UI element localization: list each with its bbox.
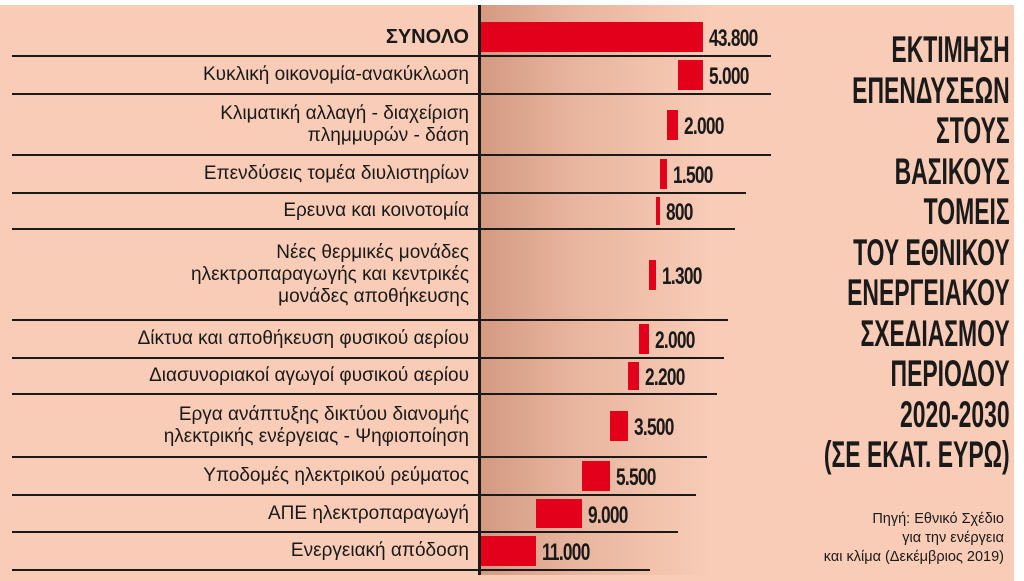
title-line: 2020-2030 (900, 393, 1010, 435)
category-label: Ερευνα και κοινοτομία (283, 200, 469, 221)
bar (480, 536, 536, 566)
source-line: Πηγή: Εθνικό Σχέδιο (872, 511, 1004, 527)
title-line: ΠΕΡΙΟΔΟΥ (890, 353, 1010, 394)
row-separator (12, 55, 771, 57)
category-label: Επενδύσεις τομέα διυλιστηρίων (203, 163, 469, 184)
title-line: ΕΚΤΙΜΗΣΗ (891, 29, 1010, 70)
bar (649, 259, 656, 290)
title-line: ΒΑΣΙΚΟΥΣ (894, 150, 1010, 192)
category-label: Υποδομές ηλεκτρικού ρεύματος (203, 465, 469, 486)
row-separator (12, 154, 771, 156)
value-label: 11.000 (542, 539, 590, 566)
bar (655, 197, 660, 225)
value-label: 2.000 (655, 327, 695, 354)
bar (627, 362, 639, 390)
row-separator (12, 93, 771, 95)
row-separator (12, 569, 650, 571)
row-separator (12, 357, 724, 359)
value-label: 5.000 (709, 63, 749, 90)
row-separator (12, 228, 736, 230)
title-line: (ΣΕ ΕΚΑΤ. ΕΥΡΩ) (824, 434, 1010, 475)
value-label: 800 (665, 199, 693, 226)
category-label: Ενεργειακή απόδοση (290, 540, 469, 561)
bar (581, 461, 610, 491)
chart-title: ΕΚΤΙΜΗΣΗ ΕΠΕΝΔΥΣΕΩΝ ΣΤΟΥΣ ΒΑΣΙΚΟΥΣ ΤΟΜΕΙΣ ΤΟΥ… (710, 29, 1010, 476)
source-line: και κλίμα (Δεκέμβριος 2019) (823, 549, 1004, 565)
row-separator (12, 531, 678, 533)
bar (677, 60, 703, 90)
title-line: ΣΤΟΥΣ (936, 110, 1010, 151)
bar (667, 109, 678, 140)
bar (659, 159, 668, 189)
bar (480, 22, 703, 52)
value-label: 1.300 (661, 262, 702, 290)
title-line: ΤΟΥ ΕΘΝΙΚΟΥ (853, 231, 1010, 273)
category-label: Κλιματική αλλαγή - διαχείριση πλημμυρών … (220, 102, 469, 146)
value-label: 2.000 (683, 112, 724, 140)
bar (536, 499, 582, 528)
title-line: ΕΠΕΝΔΥΣΕΩΝ (852, 69, 1010, 111)
category-label: ΣΥΝΟΛΟ (385, 26, 469, 48)
row-separator (12, 393, 718, 395)
value-label: 1.500 (673, 162, 714, 189)
category-label: Νέες θερμικές μονάδες ηλεκτροπαραγωγής κ… (191, 241, 469, 307)
value-label: 2.200 (644, 364, 685, 391)
row-separator (12, 456, 707, 458)
category-label: Κυκλική οικονομία-ανακύκλωση (203, 64, 469, 85)
row-separator (12, 319, 728, 321)
value-label: 9.000 (587, 501, 628, 529)
source-line: για την ενέργεια (902, 530, 1004, 546)
category-label: Εργα ανάπτυξης δικτύου διανομής ηλεκτρικ… (163, 403, 469, 447)
value-label: 43.800 (709, 25, 758, 52)
row-separator (12, 192, 746, 194)
y-axis-line (478, 5, 481, 575)
category-label: Διασυνοριακοί αγωγοί φυσικού αερίου (149, 365, 469, 386)
bar (609, 410, 628, 441)
bar (638, 324, 650, 354)
category-label: Δίκτυα και αποθήκευση φυσικού αερίου (137, 328, 469, 349)
value-label: 5.500 (615, 464, 656, 491)
value-label: 3.500 (633, 413, 674, 441)
row-separator (12, 494, 696, 496)
category-label: ΑΠΕ ηλεκτροπαραγωγή (267, 502, 469, 524)
source-note: Πηγή: Εθνικό Σχέδιο για την ενέργεια και… (824, 510, 1004, 567)
title-line: ΣΧΕΔΙΑΣΜΟΥ (860, 312, 1010, 354)
title-line: ΤΟΜΕΙΣ (924, 191, 1010, 232)
title-line: ΕΝΕΡΓΕΙΑΚΟΥ (847, 272, 1010, 313)
